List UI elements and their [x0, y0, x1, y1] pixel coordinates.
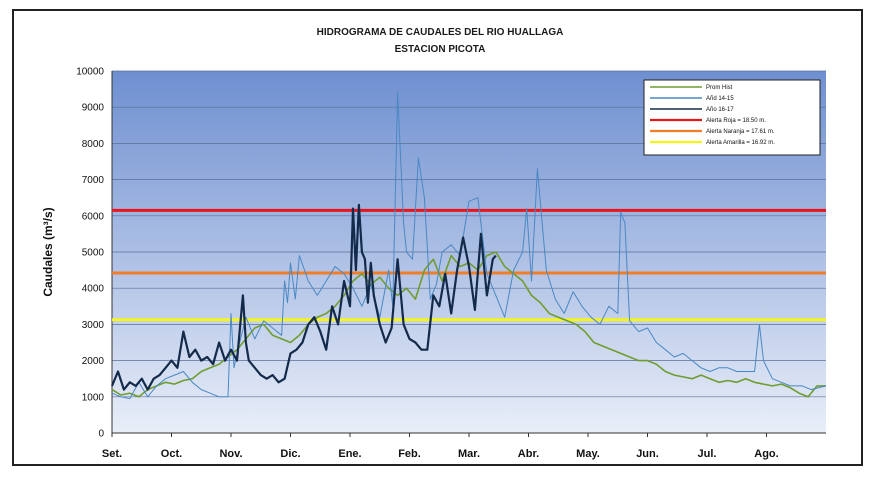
y-axis-label: Caudales (m³/s): [41, 207, 55, 296]
y-tick-label: 1000: [82, 392, 105, 403]
y-tick-label: 2000: [82, 356, 105, 367]
x-tick-label: Feb.: [398, 448, 421, 460]
x-tick-label: Abr.: [518, 448, 539, 460]
y-tick-label: 3000: [82, 320, 105, 331]
x-tick-label: Dic.: [280, 448, 300, 460]
x-tick-label: Ago.: [754, 448, 778, 460]
x-tick-label: May.: [576, 448, 600, 460]
chart-subtitle: ESTACION PICOTA: [395, 44, 486, 55]
y-tick-label: 8000: [82, 139, 105, 150]
legend-label: Alerta Amarilla = 16.92 m.: [706, 140, 775, 146]
y-tick-label: 0: [98, 429, 104, 440]
grid: [111, 70, 826, 434]
x-tick-label: Nov.: [219, 448, 242, 460]
series-line: [110, 203, 497, 391]
y-tick-label: 9000: [82, 103, 105, 114]
legend: Prom Hist Añd 14-15 Año 16-17 Alerta Roja =…: [643, 79, 821, 156]
legend-label: Alerta Naranja = 17.61 m.: [706, 129, 775, 135]
x-tick-label: Jul.: [698, 448, 717, 460]
legend-label: Año 16-17: [706, 107, 734, 113]
legend-label: Alerta Roja = 18.50 m.: [706, 118, 766, 124]
legend-label: Prom Hist: [706, 85, 733, 91]
x-tick-label: Ene.: [338, 448, 361, 460]
y-tick-label: 6000: [82, 211, 105, 222]
chart-title: HIDROGRAMA DE CAUDALES DEL RIO HUALLAGA: [317, 27, 564, 38]
y-tick-label: 10000: [76, 67, 104, 78]
y-tick-label: 7000: [82, 175, 105, 186]
y-tick-label: 5000: [82, 248, 105, 259]
series-lines: [110, 92, 827, 400]
x-tick-label: Oct.: [161, 448, 182, 460]
x-tick-label: Set.: [102, 448, 122, 460]
legend-label: Añd 14-15: [706, 96, 734, 102]
x-ticks: Set. Oct. Nov. Dic. Ene. Feb. Mar. Abr. May. Jun.…: [102, 433, 779, 460]
y-ticks: 0 1000 2000 3000 4000 5000 6000 7000 8000 9000 100…: [76, 67, 104, 440]
x-tick-label: Jun.: [636, 448, 659, 460]
x-tick-label: Mar.: [458, 448, 480, 460]
series-line: [111, 92, 827, 400]
y-tick-label: 4000: [82, 284, 105, 295]
